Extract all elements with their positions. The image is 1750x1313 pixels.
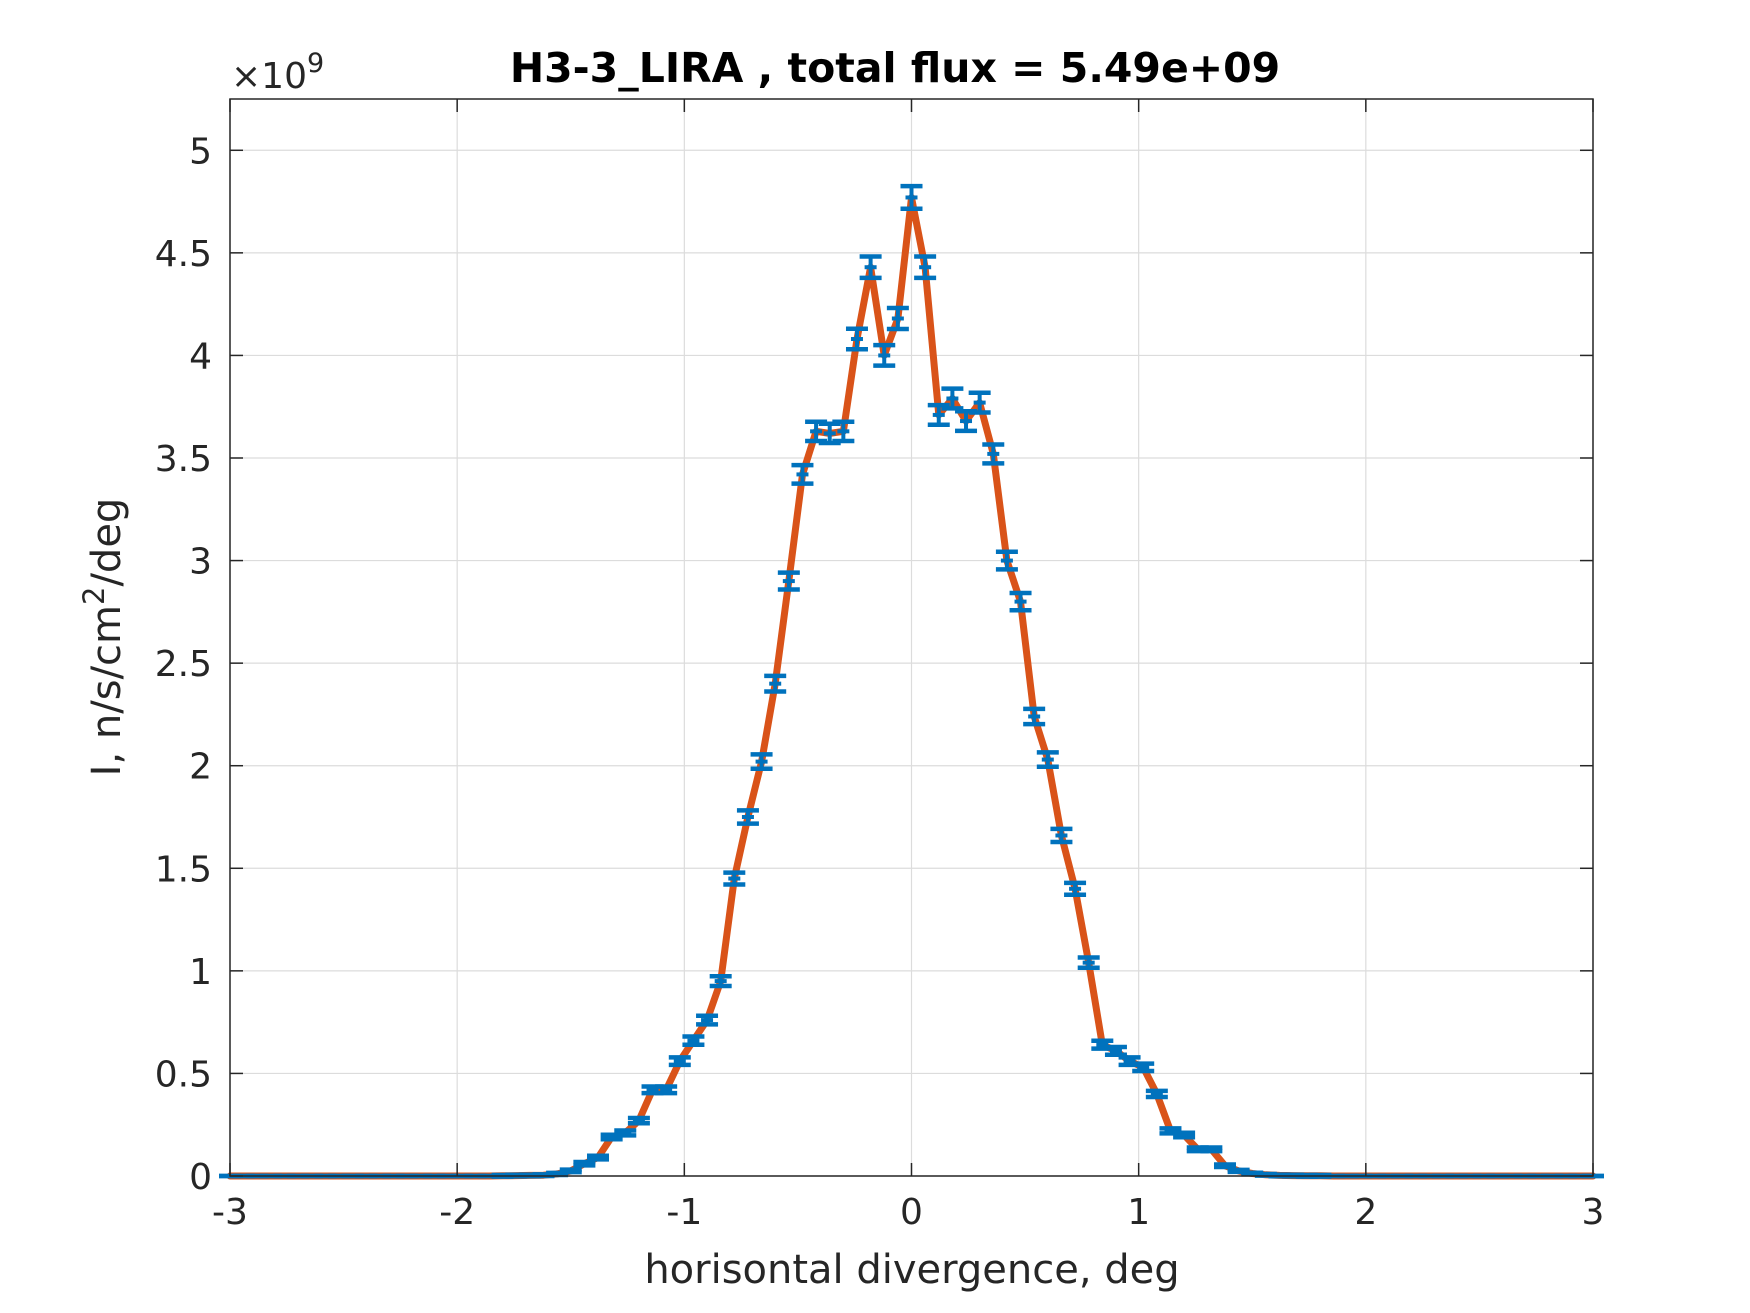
x-tick-label: -3	[212, 1192, 248, 1233]
errorbar-point	[587, 1153, 610, 1162]
errorbar-point	[668, 1055, 691, 1068]
y-tick-label: 1.5	[155, 849, 212, 890]
y-tick-label: 0	[189, 1157, 212, 1198]
y-tick-labels: 0 0.5 1 1.5 2 2.5 3 3.5 4 4.5 5	[155, 131, 212, 1198]
errorbar-point	[968, 390, 991, 415]
errorbar-point	[1064, 880, 1087, 897]
errorbar-point	[559, 1167, 582, 1175]
x-tick-label: -2	[439, 1192, 475, 1233]
y-tick-label: 2	[189, 747, 212, 788]
errorbar-layer	[219, 183, 1604, 1179]
errorbar-point	[900, 183, 923, 212]
errorbar-point	[1173, 1130, 1196, 1140]
errorbar-point	[750, 752, 773, 772]
errorbar-point	[709, 973, 732, 989]
y-tick-label: 1	[189, 952, 212, 993]
y-tick-label: 3	[189, 542, 212, 583]
y-tick-label: 3.5	[155, 439, 212, 480]
x-tick-label: -1	[666, 1192, 702, 1233]
errorbar-point	[995, 549, 1018, 572]
errorbar-point	[614, 1128, 637, 1138]
errorbar-point	[886, 305, 909, 332]
errorbar-point	[1145, 1088, 1168, 1100]
errorbar-point	[1200, 1145, 1223, 1154]
errorbar-point	[1118, 1055, 1141, 1068]
errorbar-point	[859, 254, 882, 281]
y-axis-label-main: I, n/s/cm	[84, 605, 130, 776]
errorbar-point	[764, 673, 787, 694]
errorbar-point	[982, 442, 1005, 466]
errorbar-point	[1050, 826, 1073, 845]
y-axis-exponent-power: 9	[307, 48, 324, 79]
errorbar-point	[845, 326, 868, 352]
y-axis-exponent: ×109	[231, 48, 324, 97]
errorbar-point	[627, 1115, 650, 1126]
errorbar-point	[736, 808, 759, 826]
chart-title: H3-3_LIRA , total flux = 5.49e+09	[510, 44, 1280, 92]
y-tick-label: 4.5	[155, 234, 212, 275]
x-axis-label: horisontal divergence, deg	[644, 1247, 1179, 1293]
errorbar-point	[1213, 1162, 1236, 1170]
errorbar-point	[927, 402, 950, 428]
errorbar-point	[914, 254, 937, 281]
y-axis-label: I, n/s/cm2/deg	[77, 498, 130, 777]
errorbar-point	[941, 386, 964, 411]
x-tick-label: 2	[1354, 1192, 1377, 1233]
x-tick-label: 1	[1127, 1192, 1150, 1233]
errorbar-point	[1104, 1044, 1127, 1058]
errorbar-point	[573, 1159, 596, 1168]
y-tick-label: 4	[189, 336, 212, 377]
errorbar-point	[1009, 590, 1032, 613]
errorbar-point	[1132, 1061, 1155, 1074]
y-tick-label: 2.5	[155, 644, 212, 685]
errorbar-point	[791, 462, 814, 486]
y-axis-exponent-base: ×10	[231, 56, 307, 97]
errorbar-point	[1036, 750, 1059, 769]
errorbar-point	[682, 1034, 705, 1047]
x-tick-labels: -3 -2 -1 0 1 2 3	[212, 1192, 1604, 1233]
x-tick-label: 0	[900, 1192, 923, 1233]
y-axis-label-tail: /deg	[84, 498, 130, 587]
errorbar-point	[1023, 706, 1046, 727]
errorbar-point	[696, 1013, 719, 1027]
y-axis-label-superscript: 2	[77, 587, 111, 605]
errorbar-point	[777, 570, 800, 592]
errorbar-point	[1077, 955, 1100, 971]
y-tick-label: 5	[189, 131, 212, 172]
errorbar-point	[655, 1084, 678, 1096]
errorbar-point	[723, 870, 746, 887]
x-tick-label: 3	[1582, 1192, 1605, 1233]
y-tick-label: 0.5	[155, 1054, 212, 1095]
tick-marks	[229, 99, 1594, 1177]
errorbar-point	[873, 342, 896, 368]
errorbar-point	[955, 408, 978, 434]
errorbar-point	[832, 419, 855, 444]
